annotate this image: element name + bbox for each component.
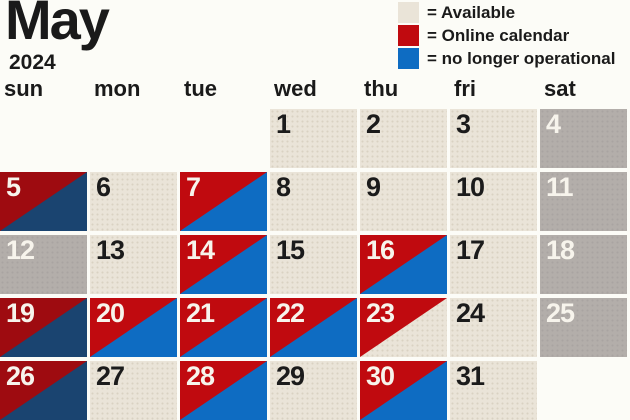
day-cell-3: 3 [450, 109, 537, 168]
legend-label: = no longer operational [427, 48, 616, 68]
day-number: 24 [456, 298, 485, 328]
legend-label: = Online calendar [427, 25, 570, 45]
day-number: 26 [6, 361, 35, 391]
day-number: 27 [96, 361, 125, 391]
day-cell-24: 24 [450, 298, 537, 357]
weekday-row: sun mon tue wed thu fri sat [0, 76, 627, 102]
day-number: 8 [276, 172, 291, 202]
calendar-grid: 1 2 3 4 5 6 7 8 9 10 11 12 13 14 15 16 17 18 19 20 21 22 23 24 2… [0, 109, 627, 420]
weekday-wed: wed [274, 76, 317, 101]
weekday-sat: sat [544, 76, 576, 101]
day-number: 29 [276, 361, 305, 391]
day-number: 5 [6, 172, 21, 202]
weekday-mon: mon [94, 76, 141, 101]
legend-swatch-online-calendar [398, 25, 419, 46]
day-number: 25 [546, 298, 575, 328]
day-number: 6 [96, 172, 111, 202]
day-number: 3 [456, 109, 471, 139]
day-cell-17: 17 [450, 235, 537, 294]
day-cell-7: 7 [180, 172, 267, 231]
day-number: 4 [546, 109, 561, 139]
day-number: 2 [366, 109, 381, 139]
legend-item-no-longer-operational: = no longer operational [398, 48, 615, 69]
day-number: 22 [276, 298, 305, 328]
legend-swatch-no-longer-operational [398, 48, 419, 69]
month-title: May [5, 0, 110, 51]
day-cell-21: 21 [180, 298, 267, 357]
day-cell-26: 26 [0, 361, 87, 420]
day-cell-13: 13 [90, 235, 177, 294]
legend-item-available: = Available [398, 2, 615, 23]
weekday-sun: sun [4, 76, 44, 101]
legend-swatch-available [398, 2, 419, 23]
day-cell-15: 15 [270, 235, 357, 294]
day-cell-27: 27 [90, 361, 177, 420]
day-cell-10: 10 [450, 172, 537, 231]
day-number: 9 [366, 172, 381, 202]
day-cell-25: 25 [540, 298, 627, 357]
legend-item-online-calendar: = Online calendar [398, 25, 615, 46]
day-number: 16 [366, 235, 395, 265]
day-number: 11 [546, 172, 574, 202]
day-number: 12 [6, 235, 35, 265]
day-cell-22: 22 [270, 298, 357, 357]
day-cell-28: 28 [180, 361, 267, 420]
day-cell-8: 8 [270, 172, 357, 231]
day-cell-30: 30 [360, 361, 447, 420]
day-cell-16: 16 [360, 235, 447, 294]
year-label: 2024 [9, 51, 56, 74]
legend: = Available = Online calendar = no longer … [398, 2, 615, 71]
day-number: 19 [6, 298, 35, 328]
day-cell-11: 11 [540, 172, 627, 231]
day-number: 10 [456, 172, 485, 202]
day-cell-29: 29 [270, 361, 357, 420]
weekday-thu: thu [364, 76, 399, 101]
day-cell-5: 5 [0, 172, 87, 231]
day-number: 14 [186, 235, 215, 265]
day-number: 23 [366, 298, 395, 328]
day-number: 15 [276, 235, 305, 265]
day-number: 20 [96, 298, 125, 328]
day-cell-14: 14 [180, 235, 267, 294]
day-cell-19: 19 [0, 298, 87, 357]
day-cell-23: 23 [360, 298, 447, 357]
weekday-tue: tue [184, 76, 217, 101]
day-cell-1: 1 [270, 109, 357, 168]
day-number: 30 [366, 361, 395, 391]
day-cell-20: 20 [90, 298, 177, 357]
day-number: 28 [186, 361, 215, 391]
day-cell-6: 6 [90, 172, 177, 231]
day-number: 13 [96, 235, 125, 265]
day-number: 17 [456, 235, 485, 265]
day-number: 21 [186, 298, 215, 328]
day-cell-9: 9 [360, 172, 447, 231]
day-number: 18 [546, 235, 575, 265]
legend-label: = Available [427, 2, 516, 22]
day-number: 7 [186, 172, 201, 202]
day-number: 31 [456, 361, 485, 391]
day-cell-18: 18 [540, 235, 627, 294]
day-cell-4: 4 [540, 109, 627, 168]
weekday-fri: fri [454, 76, 476, 101]
day-number: 1 [276, 109, 291, 139]
day-cell-12: 12 [0, 235, 87, 294]
day-cell-31: 31 [450, 361, 537, 420]
day-cell-2: 2 [360, 109, 447, 168]
